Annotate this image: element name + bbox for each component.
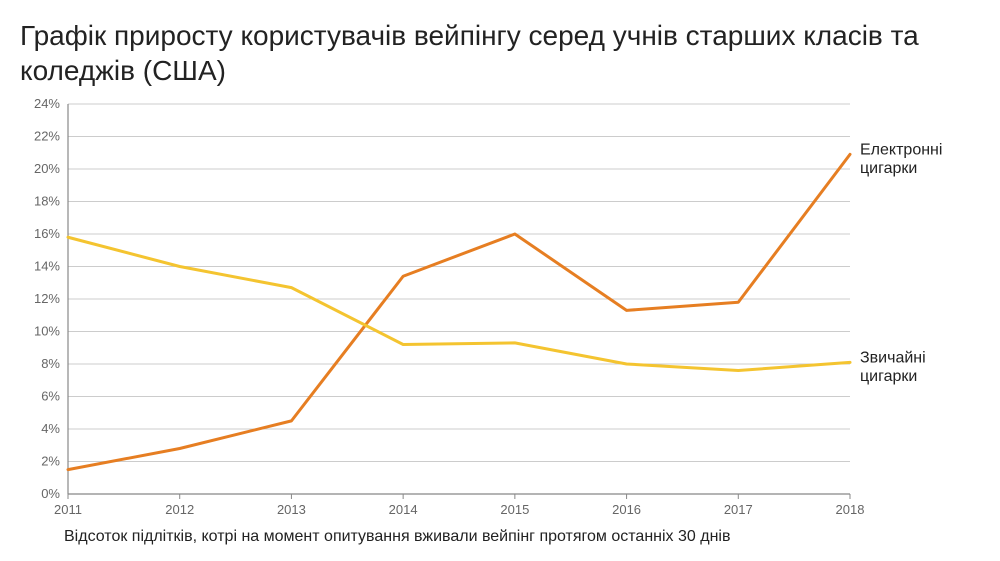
svg-text:2011: 2011 bbox=[54, 502, 82, 517]
svg-text:4%: 4% bbox=[41, 421, 60, 436]
svg-text:2017: 2017 bbox=[724, 502, 753, 517]
svg-text:20%: 20% bbox=[34, 161, 60, 176]
svg-text:2012: 2012 bbox=[165, 502, 194, 517]
svg-text:24%: 24% bbox=[34, 96, 60, 111]
chart-title: Графік приросту користувачів вейпінгу се… bbox=[20, 18, 980, 88]
svg-text:2014: 2014 bbox=[389, 502, 418, 517]
svg-text:16%: 16% bbox=[34, 226, 60, 241]
svg-text:2015: 2015 bbox=[500, 502, 529, 517]
svg-text:2016: 2016 bbox=[612, 502, 641, 517]
svg-text:18%: 18% bbox=[34, 194, 60, 209]
svg-text:2018: 2018 bbox=[836, 502, 865, 517]
svg-text:8%: 8% bbox=[41, 356, 60, 371]
svg-text:14%: 14% bbox=[34, 259, 60, 274]
svg-text:12%: 12% bbox=[34, 291, 60, 306]
svg-text:2013: 2013 bbox=[277, 502, 306, 517]
chart-area: 0% 2% 4% 6% 8% 10% 12% 14% 16% 18% 20% 22% 24% 2011 20… bbox=[20, 94, 980, 524]
svg-text:2%: 2% bbox=[41, 454, 60, 469]
chart-container: Графік приросту користувачів вейпінгу се… bbox=[0, 0, 1000, 561]
series-label: Звичайніцигарки bbox=[860, 349, 926, 384]
svg-text:22%: 22% bbox=[34, 129, 60, 144]
svg-text:0%: 0% bbox=[41, 486, 60, 501]
chart-caption: Відсоток підлітків, котрі на момент опит… bbox=[20, 528, 980, 546]
svg-text:6%: 6% bbox=[41, 389, 60, 404]
svg-text:10%: 10% bbox=[34, 324, 60, 339]
line-chart-svg: 0% 2% 4% 6% 8% 10% 12% 14% 16% 18% 20% 22% 24% 2011 20… bbox=[20, 94, 980, 524]
